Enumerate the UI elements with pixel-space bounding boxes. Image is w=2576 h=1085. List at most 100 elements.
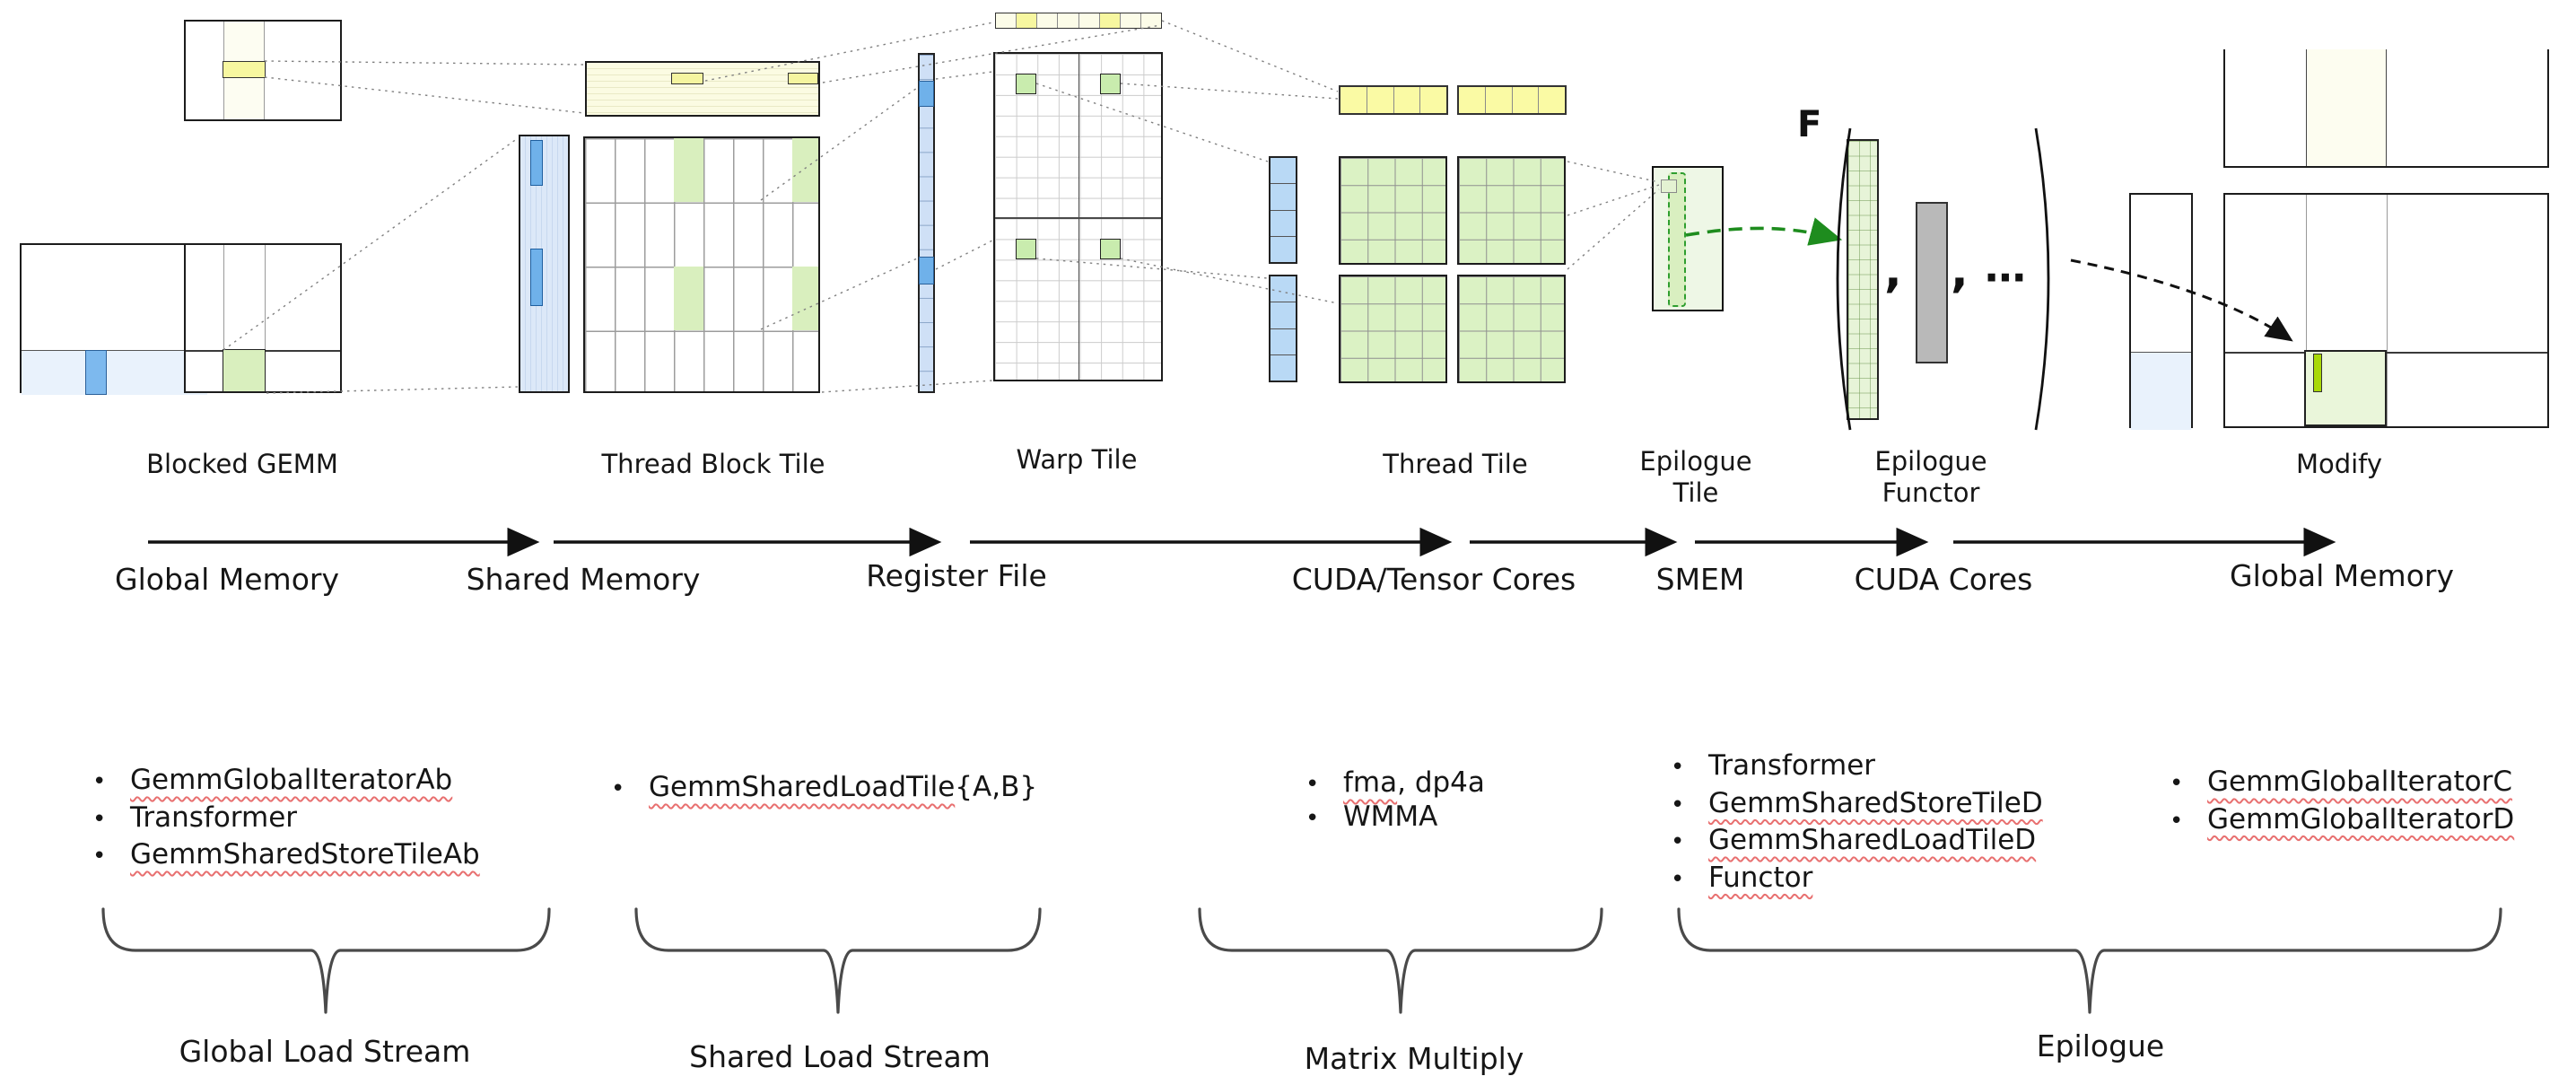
blue-cell — [1271, 184, 1296, 211]
epilogue-tile-column — [1668, 172, 1686, 307]
brace-epilogue — [1677, 907, 2502, 1014]
yellow-cell — [1512, 87, 1540, 113]
stage-label-epilogue-tile-line2: Tile — [1672, 477, 1719, 508]
memory-label-global-memory: Global Memory — [115, 562, 339, 597]
bullet-icon: • — [1671, 865, 1685, 893]
a-strip-fragment — [530, 249, 543, 306]
list-item-text-underlined: GemmGlobalIteratorD — [2207, 802, 2515, 836]
brace-label-matrix-multiply: Matrix Multiply — [1304, 1041, 1524, 1076]
list-item-text: WMMA — [1343, 801, 1438, 833]
bullet-icon: • — [92, 805, 107, 833]
modify-b-highlight-column — [2306, 49, 2387, 166]
epilogue-tile-fragment-box — [1661, 179, 1677, 193]
b-strip-fragment — [671, 73, 703, 84]
matrix-a-highlight-row — [22, 350, 207, 395]
bullet-icon: • — [1671, 791, 1685, 818]
warp-strip-cell-highlight — [1017, 13, 1038, 28]
list-item-text-underlined: GemmGlobalIteratorC — [2207, 766, 2513, 798]
register-file-strip — [918, 53, 935, 393]
functor-comma: , — [1951, 244, 1969, 298]
bullet-icon: • — [92, 843, 107, 870]
matrix-a-blue-block — [85, 350, 107, 395]
list-epilogue: • Transformer • GemmSharedStoreTileD • Gemm… — [1671, 748, 2043, 897]
list-item-text: Transformer — [1708, 749, 1876, 782]
warp-green-cell — [1016, 239, 1036, 259]
memory-label-global-memory-2: Global Memory — [2230, 558, 2454, 593]
stage-label-modify: Modify — [2295, 449, 2383, 479]
brace-label-global-load-stream: Global Load Stream — [179, 1034, 471, 1069]
list-global-store: • GemmGlobalIteratorC • GemmGlobalIterator… — [2170, 764, 2514, 838]
functor-comma: , — [1884, 244, 1902, 298]
brace-shared-load-stream — [634, 907, 1042, 1014]
modify-bright-green-bar — [2313, 354, 2322, 392]
threadblock-b-tile-strip — [585, 61, 820, 117]
stage-label-epilogue-functor-line1: Epilogue — [1874, 446, 1987, 477]
modify-matrix-c — [2223, 193, 2549, 428]
functor-operand-bar — [1916, 202, 1948, 363]
yellow-cell — [1420, 87, 1446, 113]
matrix-c-green-block — [223, 349, 266, 392]
bullet-icon: • — [1671, 754, 1685, 781]
blue-cell — [1271, 302, 1296, 329]
list-global-load-stream: • GemmGlobalIteratorAb • Transformer • Gemm… — [92, 762, 480, 874]
stage-label-epilogue-functor-line2: Functor — [1882, 477, 1980, 508]
list-item: • fma, dp4a — [1305, 766, 1485, 800]
list-item: • Transformer — [92, 800, 480, 837]
list-item: • GemmGlobalIteratorC — [2170, 764, 2514, 801]
yellow-cell — [1367, 87, 1394, 113]
group-braces — [101, 907, 2502, 1014]
b-strip-fragment — [788, 73, 818, 84]
blue-cell — [1271, 328, 1296, 355]
stage-label-thread-block-tile: Thread Block Tile — [601, 449, 825, 479]
memory-label-register-file: Register File — [866, 558, 1047, 593]
thread-b-fragment-strip — [1457, 85, 1567, 115]
functor-ellipsis: ⋯ — [1985, 253, 2030, 302]
warp-green-cell — [1100, 74, 1121, 94]
list-item-text-underlined: GemmSharedLoadTileD — [1708, 824, 2037, 856]
list-shared-load-stream: • GemmSharedLoadTile {A,B} — [611, 769, 1037, 807]
warp-tile-divider — [1078, 54, 1080, 380]
stage-label-thread-tile: Thread Tile — [1383, 449, 1528, 479]
warp-strip-cell — [1037, 13, 1059, 28]
blue-cell — [1271, 276, 1296, 303]
warp-strip-cell — [1120, 13, 1141, 28]
brace-label-epilogue: Epilogue — [2036, 1028, 2165, 1063]
bullet-icon: • — [2170, 807, 2184, 835]
memory-label-cuda-cores: CUDA Cores — [1854, 562, 2033, 597]
list-item: • WMMA — [1305, 800, 1485, 834]
threadblock-green-cell — [792, 138, 818, 202]
threadblock-green-cell — [674, 267, 703, 330]
list-item: • Functor — [1671, 860, 2043, 897]
stage-label-blocked-gemm: Blocked GEMM — [146, 449, 338, 479]
brace-global-load-stream — [101, 907, 551, 1014]
bullet-icon: • — [92, 768, 107, 795]
warp-strip-cell — [1058, 13, 1079, 28]
bullet-icon: • — [1671, 828, 1685, 855]
list-item-text-underlined: fma — [1343, 766, 1398, 799]
list-item-text-underlined: GemmSharedStoreTileAb — [130, 838, 480, 871]
threadblock-tile-grid — [583, 136, 820, 393]
bullet-icon: • — [1305, 805, 1320, 832]
blue-cell — [1271, 210, 1296, 237]
blue-cell — [1271, 236, 1296, 262]
epilogue-tile-box — [1652, 166, 1724, 311]
yellow-cell — [1340, 87, 1367, 113]
modify-green-block — [2304, 350, 2387, 426]
memory-label-smem: SMEM — [1655, 562, 1745, 597]
memory-label-cuda-tensor-cores: CUDA/Tensor Cores — [1291, 562, 1576, 597]
modify-a-highlight-row — [2131, 352, 2191, 430]
functor-f-symbol: F — [1797, 104, 1822, 145]
stage-label-epilogue-tile-line1: Epilogue — [1639, 446, 1752, 477]
thread-tile-accumulator-grid — [1457, 275, 1566, 383]
warp-green-cell — [1016, 74, 1036, 94]
brace-matrix-multiply — [1198, 907, 1603, 1014]
blue-cell — [1271, 354, 1296, 381]
list-item: • GemmSharedStoreTileAb — [92, 836, 480, 874]
list-matrix-multiply: • fma, dp4a • WMMA — [1305, 766, 1485, 834]
list-item-text-underlined: GemmGlobalIteratorAb — [130, 764, 453, 796]
warp-strip-cell-highlight — [1099, 13, 1121, 28]
list-item: • GemmGlobalIteratorAb — [92, 762, 480, 800]
matrix-b-yellow-block — [223, 61, 266, 78]
list-item-text: {A,B} — [955, 771, 1038, 803]
list-item: • GemmGlobalIteratorD — [2170, 801, 2514, 839]
